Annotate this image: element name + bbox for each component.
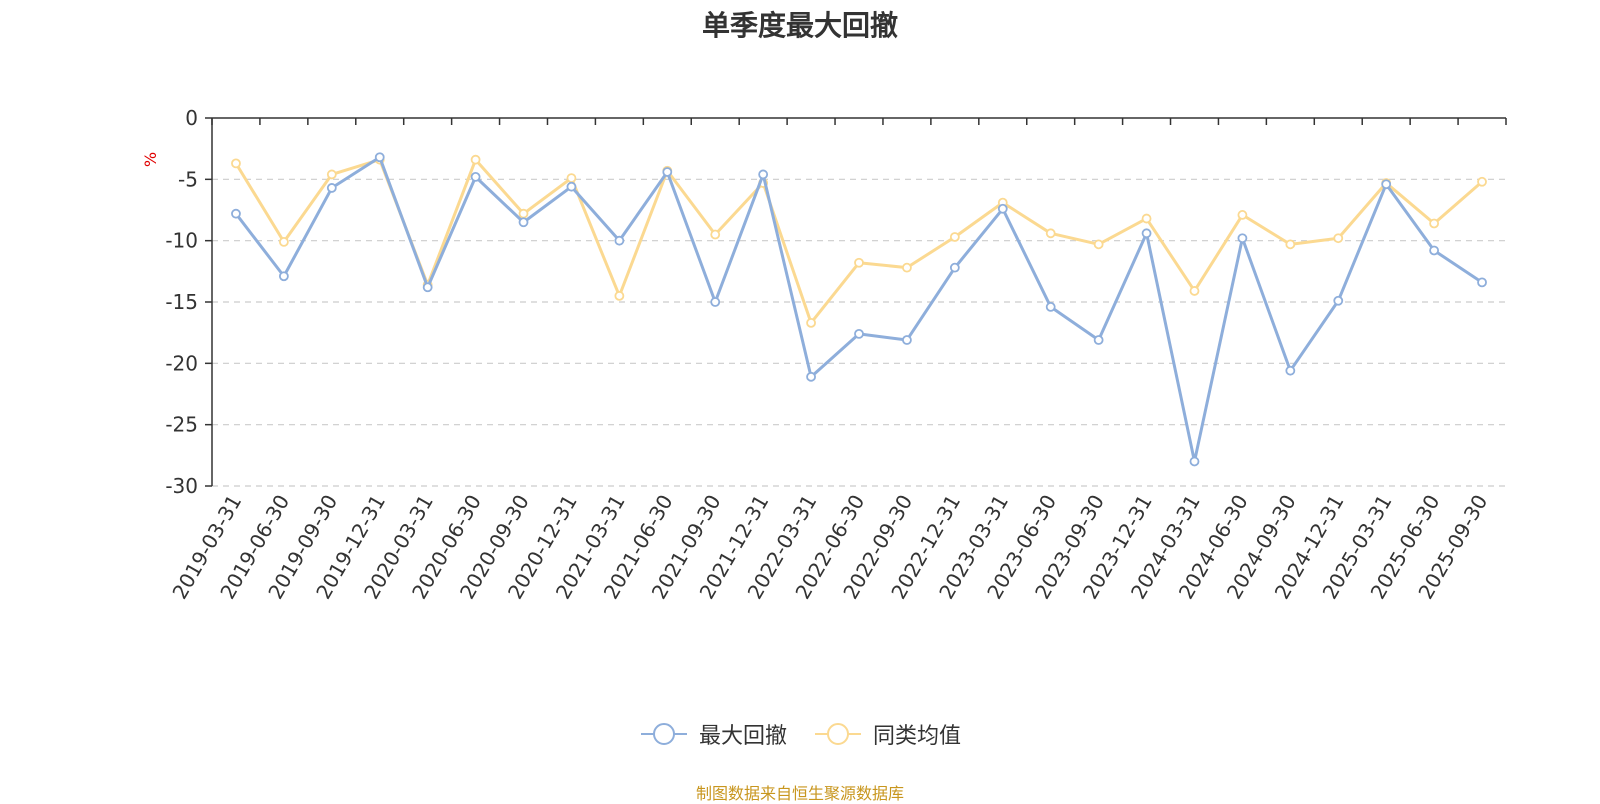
data-point-series-0 <box>326 183 337 193</box>
chart-title: 单季度最大回撤 <box>701 9 898 42</box>
data-point-series-1 <box>614 290 625 301</box>
data-point-series-1 <box>710 229 721 240</box>
legend-item-series-0[interactable]: 最大回撤 <box>639 718 787 750</box>
legend-label: 最大回撤 <box>698 724 787 749</box>
data-point-series-1 <box>1429 218 1440 229</box>
data-point-series-1 <box>231 158 241 169</box>
data-point-series-1 <box>854 257 864 268</box>
y-tick-label: -5 <box>178 167 198 191</box>
y-tick-label: -10 <box>165 229 198 253</box>
data-point-series-0 <box>1141 228 1152 239</box>
data-point-series-0 <box>1477 277 1487 288</box>
data-point-series-0 <box>806 371 816 382</box>
series-line-1 <box>234 158 1484 325</box>
data-point-series-1 <box>1093 239 1104 250</box>
data-point-series-0 <box>997 203 1008 214</box>
data-point-series-0 <box>1333 295 1344 306</box>
data-point-series-1 <box>902 262 912 273</box>
y-tick-label: -15 <box>165 290 198 314</box>
data-point-series-0 <box>902 335 912 345</box>
data-point-series-1 <box>1333 233 1344 244</box>
data-point-series-0 <box>1189 456 1200 467</box>
data-point-series-0 <box>1237 233 1248 244</box>
data-point-series-0 <box>1381 179 1392 190</box>
legend-line-circle-icon <box>640 723 687 745</box>
chart-legend: 最大回撤 同类均值 <box>0 718 1600 750</box>
y-tick-label: -25 <box>165 413 198 437</box>
data-point-series-1 <box>1477 176 1487 187</box>
data-point-series-0 <box>231 208 241 219</box>
data-point-series-1 <box>470 154 481 165</box>
data-point-series-0 <box>278 271 289 282</box>
data-point-series-0 <box>949 262 960 273</box>
data-point-series-0 <box>1429 245 1440 256</box>
data-point-series-1 <box>949 232 960 242</box>
legend-item-series-1[interactable]: 同类均值 <box>813 718 961 750</box>
data-point-series-0 <box>662 167 673 177</box>
data-point-series-0 <box>1045 302 1056 312</box>
legend-label: 同类均值 <box>873 724 962 749</box>
data-point-series-0 <box>422 282 433 293</box>
data-point-series-0 <box>614 235 625 246</box>
data-point-series-0 <box>710 297 721 307</box>
data-point-series-0 <box>518 217 529 228</box>
data-point-series-1 <box>1045 228 1056 239</box>
y-tick-label: -30 <box>165 474 198 498</box>
data-point-series-1 <box>1189 286 1200 296</box>
data-point-series-0 <box>854 328 864 339</box>
data-point-series-1 <box>278 236 289 247</box>
y-tick-label: -20 <box>165 351 198 375</box>
data-point-series-0 <box>374 152 385 163</box>
data-point-series-1 <box>1141 213 1152 224</box>
data-point-series-1 <box>806 317 816 328</box>
data-point-series-0 <box>470 171 481 182</box>
data-point-series-1 <box>326 169 337 180</box>
data-point-series-0 <box>566 181 577 192</box>
data-point-series-0 <box>1285 365 1296 376</box>
data-source-note: 制图数据来自恒生聚源数据库 <box>695 784 904 803</box>
data-point-series-1 <box>566 173 577 184</box>
data-point-series-0 <box>1093 335 1104 345</box>
series-line-0 <box>234 155 1483 463</box>
data-point-series-1 <box>1285 239 1296 250</box>
data-point-series-1 <box>1237 210 1248 220</box>
y-tick-label: 0 <box>185 106 198 130</box>
line-chart: 0-5-10-15-20-25-302019-03-312019-06-3020… <box>165 106 1507 603</box>
data-point-series-0 <box>758 169 769 180</box>
legend-line-circle-icon <box>815 723 861 745</box>
data-point-series-1 <box>518 208 529 219</box>
